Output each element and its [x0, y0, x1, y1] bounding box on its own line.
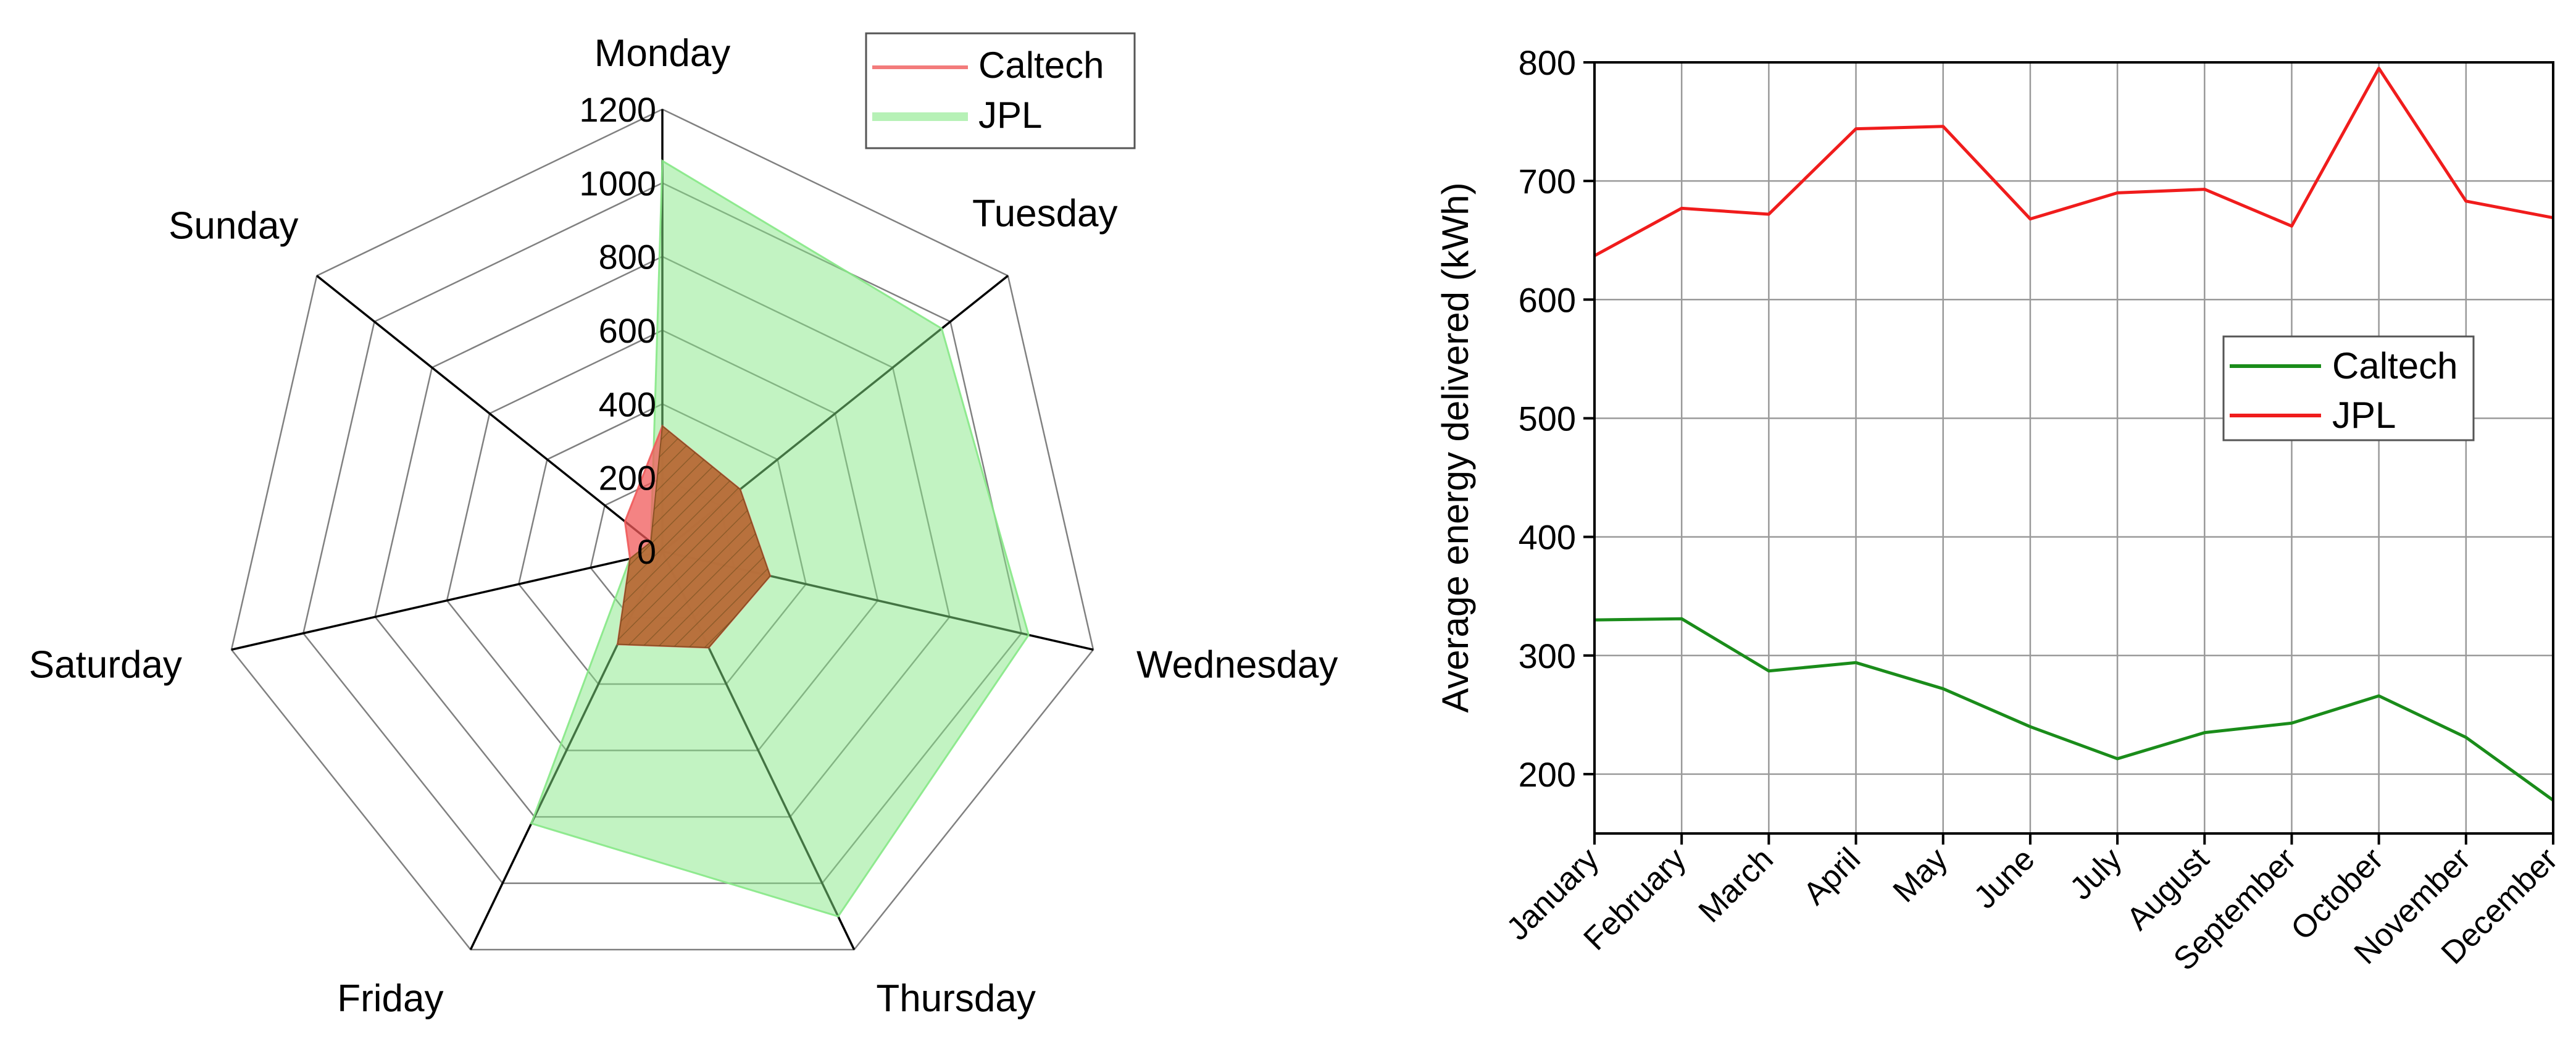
- radar-category-monday: Monday: [594, 32, 731, 75]
- radar-category-thursday: Thursday: [876, 977, 1035, 1020]
- radar-tick-1000: 1000: [579, 164, 656, 203]
- radar-legend-label-jpl: JPL: [978, 94, 1042, 136]
- line-y-tick-700: 700: [1519, 162, 1576, 201]
- radar-legend-label-caltech: Caltech: [978, 44, 1104, 86]
- radar-tick-600: 600: [599, 311, 656, 350]
- line-legend-label-caltech: Caltech: [2332, 345, 2457, 386]
- radar-category-labels: Monday Tuesday Wednesday Thursday Friday Satu…: [29, 32, 1338, 1020]
- radar-legend: Caltech JPL: [865, 32, 1136, 149]
- line-y-tick-800: 800: [1519, 43, 1576, 82]
- line-y-tick-300: 300: [1519, 637, 1576, 675]
- radar-tick-400: 400: [599, 385, 656, 424]
- radar-tick-1200: 1200: [579, 90, 656, 129]
- line-x-tick-june: June: [1967, 841, 2042, 916]
- line-legend-box: [2222, 335, 2475, 441]
- radar-legend-box: [865, 32, 1136, 149]
- line-series: [1593, 67, 2554, 802]
- line-y-tick-labels: 200 300 400 500 600 700 800: [1519, 43, 1594, 794]
- radar-category-sunday: Sunday: [169, 205, 298, 248]
- radar-tick-labels: 0 200 400 600 800 1000 1200: [579, 90, 656, 571]
- line-series-jpl: [1593, 67, 2554, 257]
- radar-tick-0: 0: [637, 532, 656, 571]
- line-x-tick-march: March: [1692, 841, 1780, 929]
- radar-category-wednesday: Wednesday: [1136, 643, 1338, 686]
- line-legend-label-jpl: JPL: [2332, 395, 2396, 436]
- line-y-tick-500: 500: [1519, 399, 1576, 438]
- line-y-tick-600: 600: [1519, 280, 1576, 319]
- line-plot-frame: [1593, 61, 2554, 835]
- radar-category-tuesday: Tuesday: [972, 193, 1118, 235]
- radar-chart: 0 200 400 600 800 1000 1200 Monday Tuesday Wedne…: [29, 32, 1338, 1020]
- radar-grid-ring-1000: [302, 182, 1023, 884]
- line-series-caltech: [1594, 617, 2554, 802]
- radar-tick-800: 800: [599, 238, 656, 277]
- radar-spoke-saturday: [231, 550, 663, 651]
- line-y-tick-400: 400: [1519, 518, 1576, 557]
- line-x-tick-july: July: [2063, 841, 2128, 906]
- radar-grid-ring-1200: [230, 108, 1094, 951]
- radar-series: [530, 159, 1030, 918]
- radar-category-saturday: Saturday: [29, 643, 182, 686]
- line-y-tick-200: 200: [1519, 755, 1576, 794]
- radar-spoke-sunday: [316, 275, 664, 553]
- line-x-tick-may: May: [1886, 841, 1954, 909]
- radar-category-friday: Friday: [337, 977, 443, 1020]
- line-legend: Caltech JPL: [2222, 335, 2475, 441]
- radar-tick-200: 200: [599, 459, 656, 498]
- line-y-axis-label: Average energy delivered (kWh): [1435, 182, 1476, 712]
- line-grid: [1593, 61, 2554, 833]
- line-x-tick-april: April: [1796, 841, 1867, 912]
- radar-overlap-hatch: [617, 426, 770, 648]
